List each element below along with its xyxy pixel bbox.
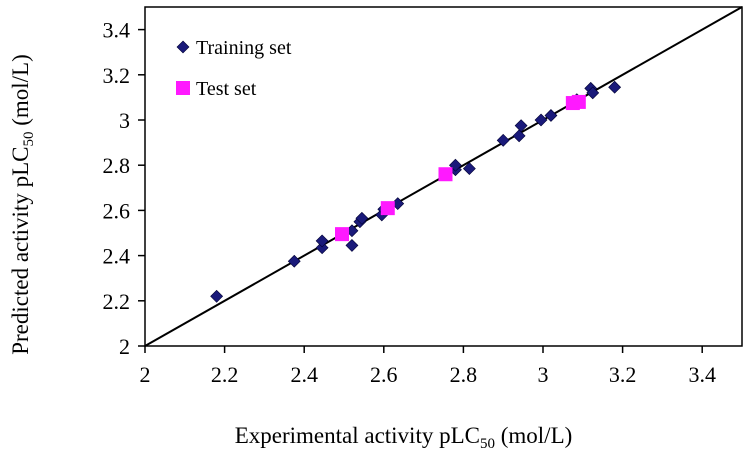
training-point: [462, 162, 476, 176]
x-axis-title: Experimental activity pLC50 (mol/L): [235, 423, 573, 452]
x-tick-label: 2.2: [211, 362, 239, 387]
training-point: [496, 133, 510, 147]
series-test-set: [335, 94, 586, 242]
legend: Training set Test set: [176, 37, 292, 100]
y-tick-label: 2.4: [103, 244, 131, 269]
y-tick-label: 2: [119, 334, 130, 359]
x-tick-label: 3.4: [688, 362, 716, 387]
legend-item-test-set: Test set: [176, 78, 257, 100]
legend-label: Training set: [196, 37, 292, 59]
y-tick-label: 3.2: [103, 63, 131, 88]
training-point: [315, 234, 329, 248]
training-point: [586, 86, 600, 100]
y-tick-label: 3: [119, 108, 130, 133]
training-point: [512, 129, 526, 143]
training-point: [534, 113, 548, 127]
x-tick-label: 2.8: [450, 362, 478, 387]
x-axis-title-main: Experimental activity pLC: [235, 423, 480, 448]
y-axis-ticks: 2 2.2 2.4 2.6 2.8 3 3.2 3.4: [103, 18, 145, 359]
y-axis-title-main: Predicted activity pLC: [8, 147, 33, 355]
training-point: [608, 80, 622, 94]
legend-square-marker: [176, 81, 190, 95]
training-point: [355, 211, 369, 225]
y-axis-title-unit: (mol/L): [8, 54, 33, 131]
test-point: [335, 227, 350, 242]
y-tick-label: 2.8: [103, 153, 131, 178]
test-point: [438, 167, 453, 182]
training-point: [287, 254, 301, 268]
test-point: [571, 94, 586, 109]
legend-diamond-marker: [176, 40, 190, 54]
legend-item-training-set: Training set: [176, 37, 292, 59]
y-tick-label: 2.2: [103, 289, 131, 314]
y-axis-title: Predicted activity pLC50 (mol/L): [8, 54, 37, 355]
y-axis-title-subscript: 50: [21, 132, 37, 147]
data-points: [210, 80, 622, 303]
training-point: [514, 119, 528, 133]
plot-frame: [144, 6, 743, 347]
x-axis-title-unit: (mol/L): [495, 423, 572, 448]
test-point: [380, 201, 395, 216]
x-tick-label: 2: [140, 362, 151, 387]
y-tick-label: 3.4: [103, 18, 131, 43]
training-point: [345, 239, 359, 252]
x-tick-label: 3.2: [609, 362, 637, 387]
x-axis-title-subscript: 50: [480, 436, 495, 452]
x-axis-ticks: 2 2.2 2.4 2.6 2.8 3 3.2 3.4: [140, 346, 716, 387]
legend-label: Test set: [196, 78, 257, 100]
training-point: [544, 109, 558, 122]
y-tick-label: 2.6: [103, 198, 131, 223]
x-tick-label: 2.4: [290, 362, 318, 387]
training-point: [315, 241, 329, 255]
x-tick-label: 3: [538, 362, 549, 387]
x-tick-label: 2.6: [370, 362, 398, 387]
training-point: [210, 289, 224, 303]
